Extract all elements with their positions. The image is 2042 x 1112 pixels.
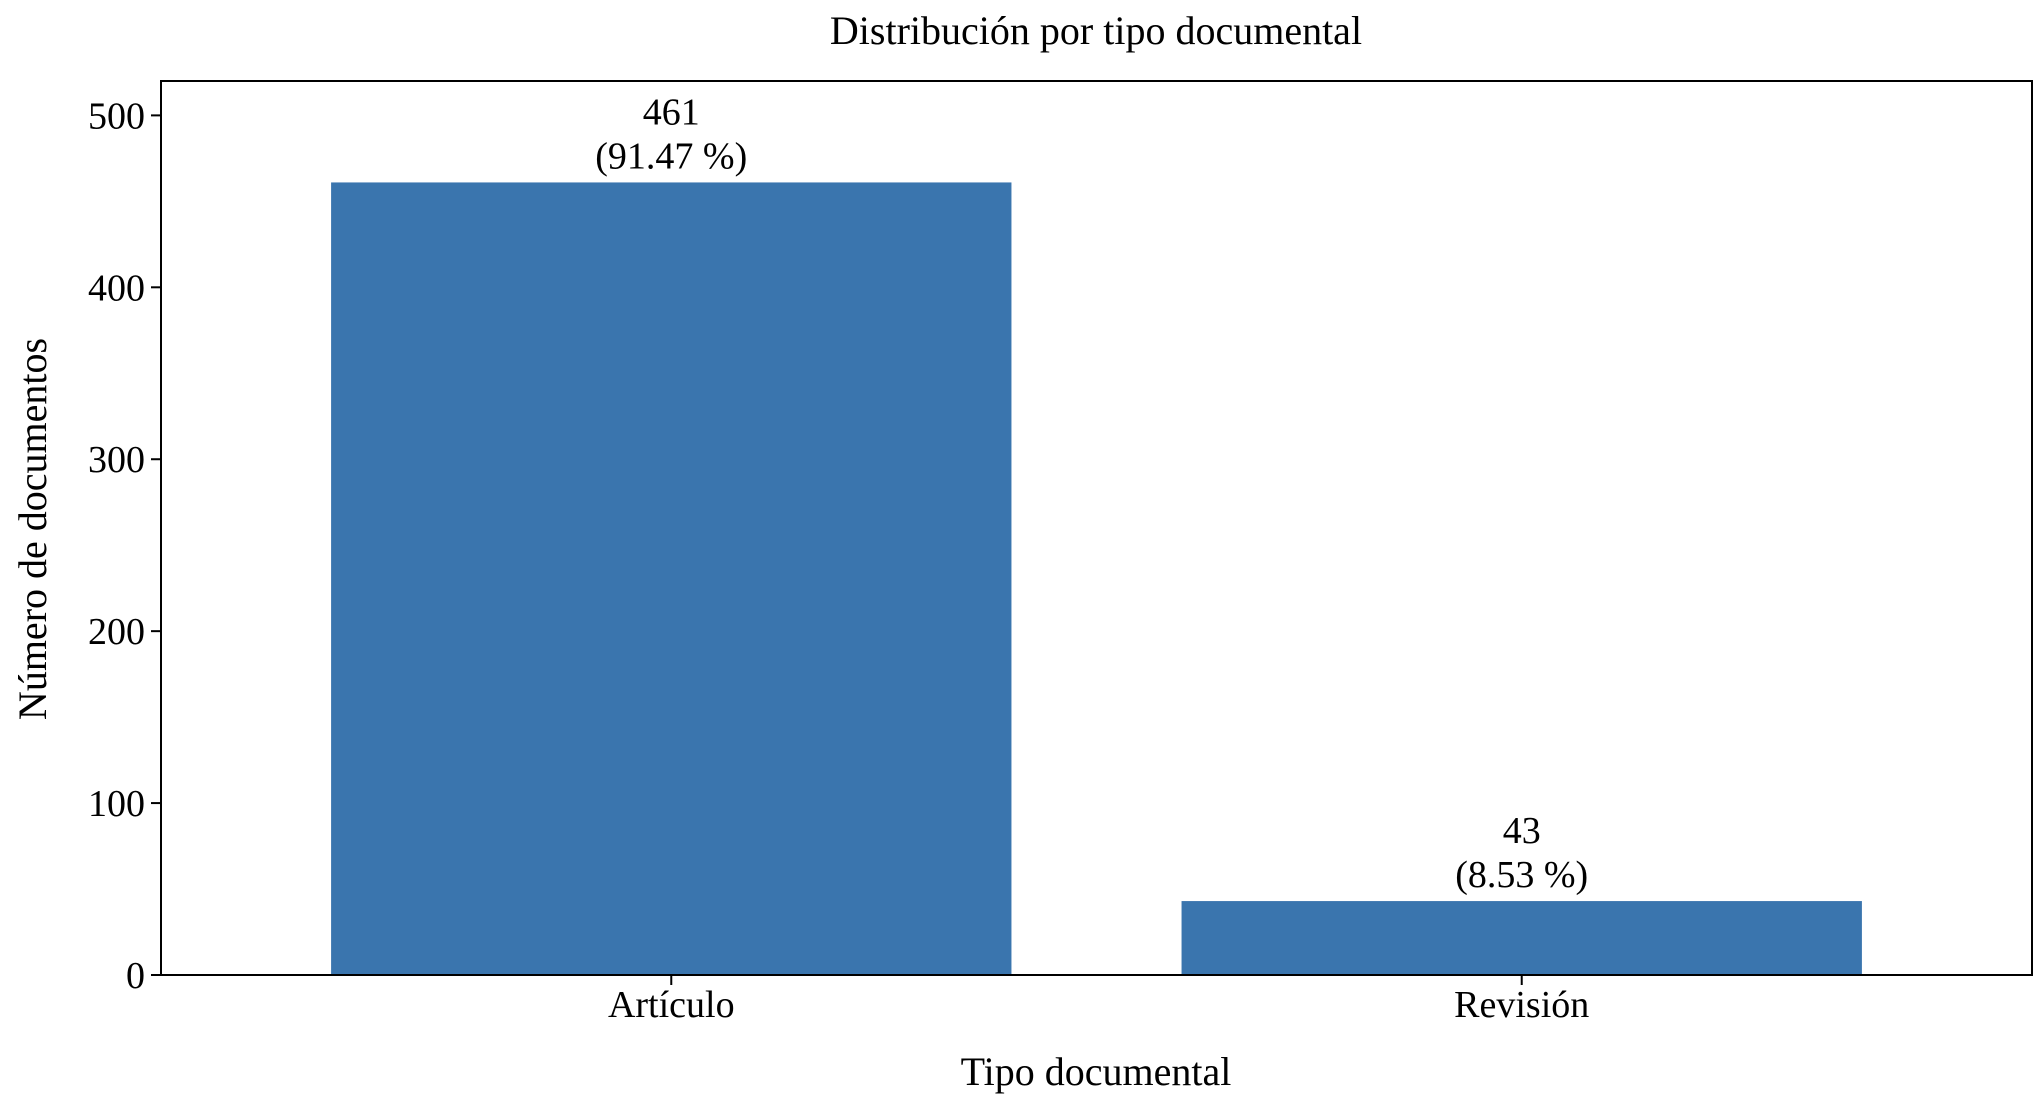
y-tick-label: 500 <box>88 95 145 137</box>
y-tick-label: 400 <box>88 267 145 309</box>
x-axis-ticks: Artículo Revisión <box>608 975 1589 1026</box>
y-tick-label: 300 <box>88 439 145 481</box>
y-axis-ticks: 0 100 200 300 400 500 <box>88 95 161 997</box>
y-tick-label: 0 <box>126 955 145 997</box>
y-tick-label: 100 <box>88 783 145 825</box>
y-tick-label: 200 <box>88 611 145 653</box>
bar-percent-label: (8.53 %) <box>1455 854 1588 896</box>
y-axis-label: Número de documentos <box>10 338 55 720</box>
bar-value-label: 43 <box>1503 810 1541 852</box>
plot-frame <box>160 80 2033 976</box>
x-tick-label: Artículo <box>608 984 735 1026</box>
bar <box>1181 901 1862 975</box>
bar-value-label: 461 <box>643 91 700 133</box>
x-tick-label: Revisión <box>1454 984 1589 1026</box>
bar <box>331 182 1012 975</box>
x-axis-label: Tipo documental <box>961 1049 1232 1094</box>
bar-percent-label: (91.47 %) <box>595 135 747 177</box>
bars: 461(91.47 %) 43(8.53 %) <box>331 91 1862 975</box>
chart-title: Distribución por tipo documental <box>830 8 1362 53</box>
